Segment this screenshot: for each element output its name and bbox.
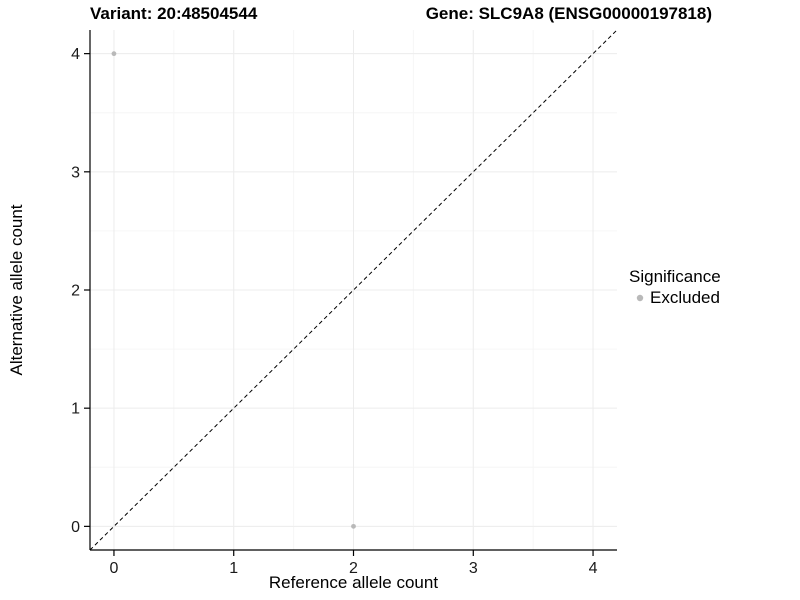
legend-key-excluded-icon xyxy=(636,294,644,302)
y-tick-label: 3 xyxy=(71,164,80,181)
plot-title-gene: Gene: SLC9A8 (ENSG00000197818) xyxy=(426,4,712,23)
identity-dashed-line xyxy=(89,29,618,551)
y-tick-label: 0 xyxy=(71,519,80,536)
data-point xyxy=(111,51,117,57)
x-tick-label: 0 xyxy=(110,560,119,577)
y-tick-label: 4 xyxy=(71,46,80,63)
x-tick-label: 2 xyxy=(349,560,358,577)
legend-label: Excluded xyxy=(650,288,720,307)
y-tick-label: 2 xyxy=(71,283,80,300)
x-tick-label: 4 xyxy=(589,560,598,577)
x-tick-label: 3 xyxy=(469,560,478,577)
x-tick-label: 1 xyxy=(229,560,238,577)
plot-title-variant: Variant: 20:48504544 xyxy=(90,4,258,23)
x-axis-title: Reference allele count xyxy=(269,573,438,592)
y-tick-label: 1 xyxy=(71,401,80,418)
legend-title: Significance xyxy=(629,267,721,286)
data-point xyxy=(351,523,356,529)
y-axis-title: Alternative allele count xyxy=(7,204,26,375)
